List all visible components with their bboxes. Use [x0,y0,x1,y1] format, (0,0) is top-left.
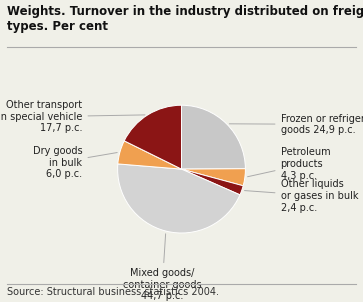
Text: Other liquids
or gases in bulk
2,4 p.c.: Other liquids or gases in bulk 2,4 p.c. [245,179,358,213]
Wedge shape [182,169,243,195]
Text: Source: Structural business statistics 2004.: Source: Structural business statistics 2… [7,288,219,297]
Text: Weights. Turnover in the industry distributed on freight
types. Per cent: Weights. Turnover in the industry distri… [7,5,363,33]
Wedge shape [124,105,182,169]
Wedge shape [182,169,245,186]
Text: Dry goods
in bulk
6,0 p.c.: Dry goods in bulk 6,0 p.c. [33,146,117,179]
Wedge shape [118,141,182,169]
Text: Petroleum
products
4,3 p.c.: Petroleum products 4,3 p.c. [248,147,330,181]
Wedge shape [182,105,245,169]
Wedge shape [118,164,240,233]
Text: Other transport
in special vehicle
17,7 p.c.: Other transport in special vehicle 17,7 … [0,100,145,133]
Text: Mixed goods/
container goods
44,7 p.c.: Mixed goods/ container goods 44,7 p.c. [123,234,201,301]
Text: Frozen or refrigerated
goods 24,9 p.c.: Frozen or refrigerated goods 24,9 p.c. [229,114,363,135]
